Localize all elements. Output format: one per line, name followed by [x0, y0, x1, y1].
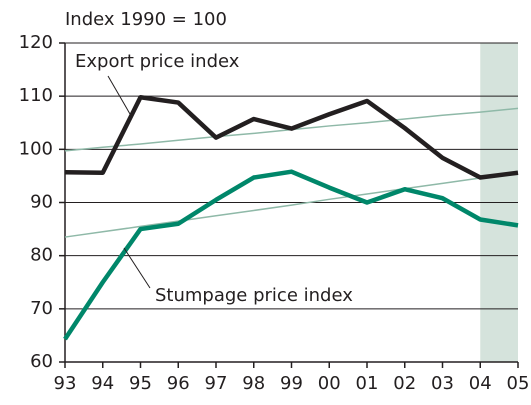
x-tick-label: 97	[205, 373, 228, 394]
x-tick-label: 93	[54, 373, 77, 394]
y-tick-label: 110	[19, 85, 53, 106]
y-tick-label: 100	[19, 138, 53, 159]
x-tick-label: 00	[318, 373, 341, 394]
y-tick-label: 120	[19, 32, 53, 53]
x-tick-label: 03	[431, 373, 454, 394]
y-tick-label: 60	[30, 351, 53, 372]
y-tick-label: 70	[30, 298, 53, 319]
x-tick-label: 99	[280, 373, 303, 394]
leader-line	[107, 75, 131, 115]
axis-subtitle: Index 1990 = 100	[65, 9, 227, 30]
x-tick-label: 94	[91, 373, 114, 394]
x-tick-label: 96	[167, 373, 190, 394]
x-tick-label: 98	[242, 373, 265, 394]
series-label: Stumpage price index	[155, 285, 353, 306]
trend-line	[64, 171, 519, 238]
label-bg	[152, 284, 342, 308]
x-tick-label: 05	[507, 373, 530, 394]
x-tick-label: 04	[469, 373, 492, 394]
label-bg	[72, 50, 262, 74]
series-line	[63, 169, 519, 341]
leader-line	[123, 247, 151, 289]
x-tick-label: 95	[129, 373, 152, 394]
series-label: Export price index	[75, 51, 240, 72]
series-line	[64, 94, 519, 180]
y-tick-label: 80	[30, 245, 53, 266]
x-tick-label: 02	[393, 373, 416, 394]
y-tick-label: 90	[30, 192, 53, 213]
x-tick-label: 01	[356, 373, 379, 394]
